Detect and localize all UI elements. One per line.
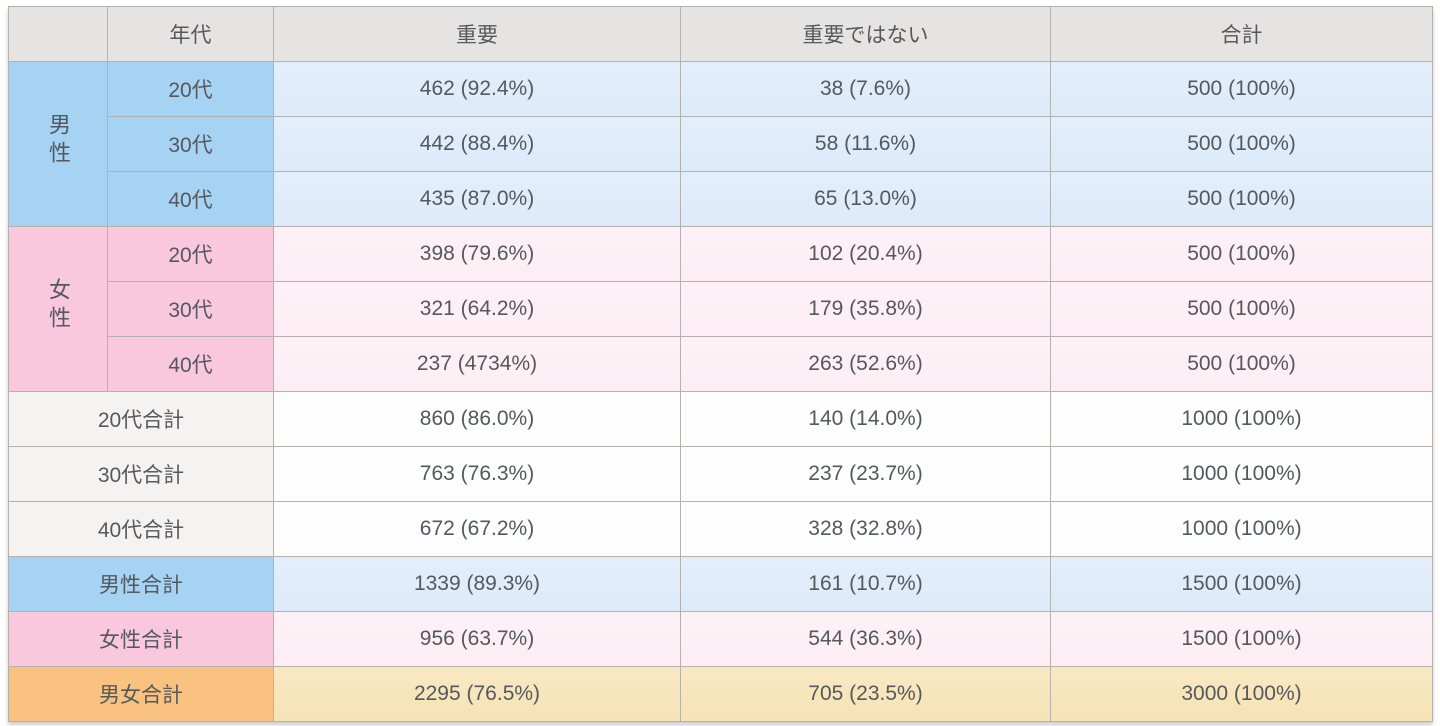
male-20s-important-cell: 462 (92.4%) [273, 61, 681, 117]
age-40s-total-row: 40代合計 672 (67.2%) 328 (32.8%) 1000 (100%… [8, 501, 1433, 557]
female-20s-row: 女性 20代 398 (79.6%) 102 (20.4%) 500 (100%… [8, 226, 1433, 392]
male-total-not-important-cell: 161 (10.7%) [680, 556, 1051, 612]
female-40s-total-cell: 500 (100%) [1050, 336, 1433, 392]
male-total-important-cell: 1339 (89.3%) [273, 556, 681, 612]
age-20s-total-row: 20代合計 860 (86.0%) 140 (14.0%) 1000 (100%… [8, 391, 1433, 447]
female-total-row: 女性合計 956 (63.7%) 544 (36.3%) 1500 (100%) [8, 611, 1433, 667]
grand-total-label-cell: 男女合計 [8, 666, 274, 722]
header-row: 年代 重要 重要ではない 合計 [8, 6, 1433, 62]
male-group-label: 男性 [46, 113, 71, 169]
survey-cross-tab-table: 年代 重要 重要ではない 合計 男性 20代 462 (92.4%) 38 (7… [8, 6, 1433, 722]
female-30s-total-cell: 500 (100%) [1050, 281, 1433, 337]
age-30s-total-important-cell: 763 (76.3%) [273, 446, 681, 502]
female-40s-age-cell: 40代 [107, 336, 274, 392]
grand-total-not-important-cell: 705 (23.5%) [680, 666, 1051, 722]
age-40s-total-total-cell: 1000 (100%) [1050, 501, 1433, 557]
male-20s-not-important-cell: 38 (7.6%) [680, 61, 1051, 117]
survey-table-container: 年代 重要 重要ではない 合計 男性 20代 462 (92.4%) 38 (7… [8, 6, 1433, 722]
male-20s-total-cell: 500 (100%) [1050, 61, 1433, 117]
header-cell-important: 重要 [273, 6, 681, 62]
female-20s-not-important-cell: 102 (20.4%) [680, 226, 1051, 282]
female-20s-age-cell: 20代 [107, 226, 274, 282]
female-total-important-cell: 956 (63.7%) [273, 611, 681, 667]
male-total-label-cell: 男性合計 [8, 556, 274, 612]
header-cell-gender [8, 6, 108, 62]
female-30s-important-cell: 321 (64.2%) [273, 281, 681, 337]
age-40s-total-label-cell: 40代合計 [8, 501, 274, 557]
age-20s-total-total-cell: 1000 (100%) [1050, 391, 1433, 447]
age-40s-total-important-cell: 672 (67.2%) [273, 501, 681, 557]
grand-total-important-cell: 2295 (76.5%) [273, 666, 681, 722]
female-40s-row: 40代 237 (4734%) 263 (52.6%) 500 (100%) [9, 336, 1433, 392]
male-40s-total-cell: 500 (100%) [1050, 171, 1433, 227]
age-30s-total-not-important-cell: 237 (23.7%) [680, 446, 1051, 502]
male-40s-not-important-cell: 65 (13.0%) [680, 171, 1051, 227]
female-30s-not-important-cell: 179 (35.8%) [680, 281, 1051, 337]
female-30s-age-cell: 30代 [107, 281, 274, 337]
male-30s-row: 30代 442 (88.4%) 58 (11.6%) 500 (100%) [9, 116, 1433, 172]
female-30s-row: 30代 321 (64.2%) 179 (35.8%) 500 (100%) [9, 281, 1433, 337]
age-40s-total-not-important-cell: 328 (32.8%) [680, 501, 1051, 557]
female-20s-total-cell: 500 (100%) [1050, 226, 1433, 282]
female-group-label: 女性 [46, 278, 71, 334]
header-cell-age: 年代 [107, 6, 274, 62]
male-30s-total-cell: 500 (100%) [1050, 116, 1433, 172]
male-20s-age-cell: 20代 [107, 61, 274, 117]
female-total-not-important-cell: 544 (36.3%) [680, 611, 1051, 667]
grand-total-row: 男女合計 2295 (76.5%) 705 (23.5%) 3000 (100%… [8, 666, 1433, 722]
age-20s-total-important-cell: 860 (86.0%) [273, 391, 681, 447]
male-total-row: 男性合計 1339 (89.3%) 161 (10.7%) 1500 (100%… [8, 556, 1433, 612]
female-total-total-cell: 1500 (100%) [1050, 611, 1433, 667]
male-group-label-cell: 男性 [8, 61, 108, 227]
header-cell-not-important: 重要ではない [680, 6, 1051, 62]
female-40s-not-important-cell: 263 (52.6%) [680, 336, 1051, 392]
age-20s-total-label-cell: 20代合計 [8, 391, 274, 447]
male-30s-age-cell: 30代 [107, 116, 274, 172]
female-20s-important-cell: 398 (79.6%) [273, 226, 681, 282]
age-20s-total-not-important-cell: 140 (14.0%) [680, 391, 1051, 447]
age-30s-total-total-cell: 1000 (100%) [1050, 446, 1433, 502]
female-group-label-cell: 女性 [8, 226, 108, 392]
female-total-label-cell: 女性合計 [8, 611, 274, 667]
male-30s-not-important-cell: 58 (11.6%) [680, 116, 1051, 172]
age-30s-total-row: 30代合計 763 (76.3%) 237 (23.7%) 1000 (100%… [8, 446, 1433, 502]
male-40s-important-cell: 435 (87.0%) [273, 171, 681, 227]
male-total-total-cell: 1500 (100%) [1050, 556, 1433, 612]
header-cell-total: 合計 [1050, 6, 1433, 62]
male-40s-age-cell: 40代 [107, 171, 274, 227]
male-40s-row: 40代 435 (87.0%) 65 (13.0%) 500 (100%) [9, 171, 1433, 227]
female-40s-important-cell: 237 (4734%) [273, 336, 681, 392]
male-30s-important-cell: 442 (88.4%) [273, 116, 681, 172]
age-30s-total-label-cell: 30代合計 [8, 446, 274, 502]
grand-total-total-cell: 3000 (100%) [1050, 666, 1433, 722]
male-20s-row: 男性 20代 462 (92.4%) 38 (7.6%) 500 (100%) [8, 61, 1433, 227]
